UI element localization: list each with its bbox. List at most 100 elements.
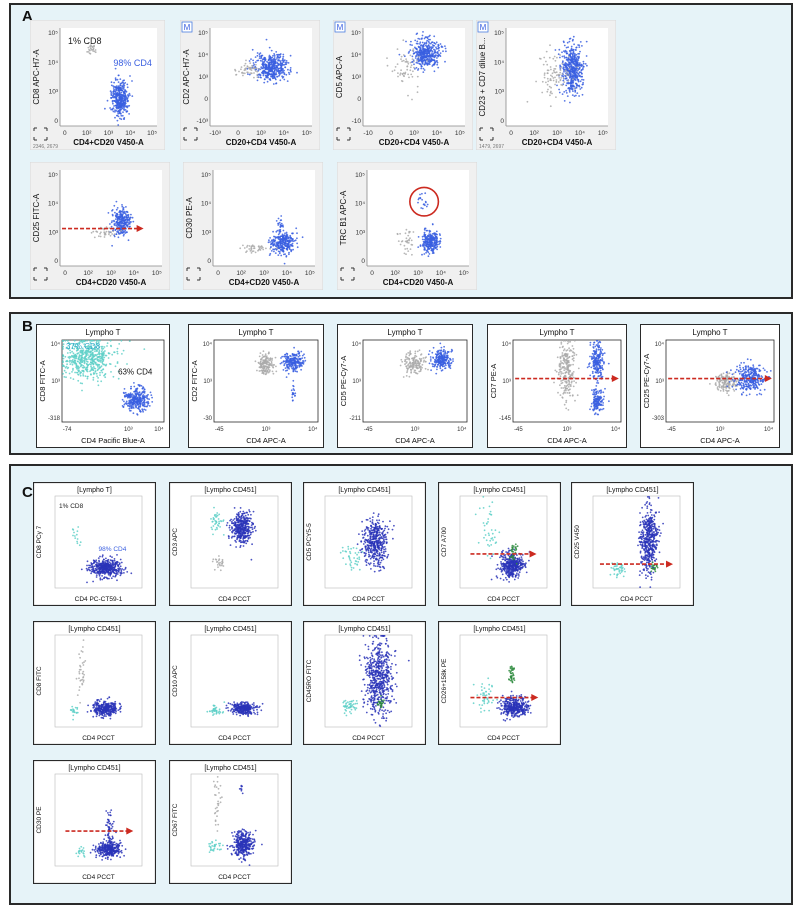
x-tick-label: 10³ [106,270,116,277]
x-tick-label: 10² [83,270,93,277]
cluster-2 [121,382,154,416]
plot-title: [Lympho CD451] [473,626,525,633]
y-tick-label: 0 [54,258,58,265]
x-axis-label: CD4 PCCT [352,735,385,742]
scatter-plot-8: Lympho T -74 10³ 10⁴ -318 10³ 10⁴ CD4 Pacific B… [36,324,170,448]
y-axis-label: CD3 APC [172,528,179,556]
cluster-4 [238,784,244,795]
scatter-plot-18: [Lympho CD451] CD4 PCCT CD8 FITC [33,621,156,745]
event-count: 1479, 2697 [479,144,504,150]
cluster-2 [725,358,772,397]
x-axis-label: CD4+CD20 V450-A [383,278,454,287]
cluster-2 [234,59,261,79]
x-tick-label: 10³ [124,427,133,433]
x-tick-label: 10⁵ [459,270,469,277]
y-axis-label: CD10 APC [172,665,179,697]
cluster-2 [206,701,226,716]
y-axis-label: CD8 FITC [36,666,43,696]
x-axis-label: CD4 PC-CT59-1 [75,596,123,603]
y-tick-label: -303 [652,416,665,422]
plot-title: Lympho T [238,328,273,337]
x-axis-label: CD20+CD4 V450-A [379,138,450,147]
cluster-2 [75,845,86,858]
scatter-points [69,639,122,721]
plot-title: Lympho T [387,328,422,337]
scatter-points [339,512,395,573]
y-tick-label: 0 [500,118,504,125]
y-tick-label: 0 [361,258,365,265]
x-axis-label: CD4 PCCT [218,596,251,603]
plot-title: [Lympho T] [77,487,112,494]
plot-area [367,170,469,266]
y-tick-label: 10⁵ [494,30,504,37]
scatter-plot-16: [Lympho CD451] CD4 PCCT CD7 A700 [438,482,561,606]
y-tick-label: 10⁴ [355,201,365,208]
y-tick-label: 10³ [51,379,60,385]
annotation-cd4: 98% CD4 [99,546,127,553]
scatter-plot-10: Lympho T -45 10³ 10⁴ -211 10³ 10⁴ CD4 APC-A CD5 … [337,324,473,448]
threshold-arrow [668,375,772,383]
y-tick-label: 10⁴ [351,52,361,59]
y-axis-label: CD25 PE-Cy7-A [642,354,651,409]
threshold-arrow [470,550,537,558]
panel-label-a: A [22,8,33,25]
cluster-3 [290,379,297,402]
x-tick-label: 10² [390,270,400,277]
annotation-cd4: 63% CD4 [118,367,153,376]
x-tick-label: 0 [370,270,374,277]
cluster-1 [399,349,429,378]
x-axis-label: CD4 APC-A [700,436,740,445]
cluster-2 [69,705,79,721]
plot-title: [Lympho CD451] [204,765,256,772]
plot-title: [Lympho CD451] [204,487,256,494]
plot-area [213,170,315,266]
x-tick-label: 10² [529,130,539,137]
x-tick-label: 10³ [563,427,572,433]
x-axis-label: CD4 PCCT [82,874,115,881]
x-axis-label: CD4 PCCT [352,596,385,603]
x-tick-label: 10⁴ [279,130,289,137]
scatter-plot-11: Lympho T -45 10³ 10⁴ -145 10³ 10⁴ CD4 APC-A CD7 … [487,324,627,448]
x-axis-label: CD4 APC-A [246,436,286,445]
x-axis-label: CD4+CD20 V450-A [73,138,144,147]
threshold-arrow [599,560,674,568]
x-tick-label: 10⁵ [305,270,315,277]
scatter-points [239,215,304,265]
plot-area [54,634,143,728]
scatter-points [474,496,531,583]
scatter-plot-6: 0 10² 10³ 10⁴ 10⁵ 0 10³ 10⁴ 10⁵ CD4+CD20 V450-A CD… [183,162,323,290]
x-tick-label: 10⁵ [302,130,312,137]
x-tick-label: 10⁴ [125,130,135,137]
scatter-plot-5: 0 10² 10³ 10⁴ 10⁵ 0 10³ 10⁴ 10⁵ CD4+CD20 V450-A CD… [30,162,170,290]
scatter-points [206,701,264,718]
x-tick-label: -45 [667,427,676,433]
plot-title: [Lympho CD451] [338,487,390,494]
plot-frame [438,621,561,745]
y-axis-label: CD67 FITC [172,803,179,836]
plot-area [459,495,548,589]
scatter-plot-19: [Lympho CD451] CD4 PCCT CD10 APC [169,621,292,745]
x-axis-label: CD4 PCCT [218,874,251,881]
marker-badge: M [334,21,346,33]
cluster-3 [211,555,225,572]
cluster-1 [107,200,135,247]
y-tick-label: 10³ [655,379,664,385]
scatter-points [399,342,454,378]
cluster-2 [342,699,359,717]
scatter-points [254,346,307,402]
y-axis-label: CD23 + CD7 dilue B... [478,38,487,117]
cluster-2 [208,839,224,853]
cluster-3 [508,665,516,684]
gate-icon [186,267,201,281]
x-tick-label: 10⁴ [764,426,774,433]
plot-frame [169,621,292,745]
y-tick-label: 10⁵ [201,172,211,179]
plot-area [363,28,465,126]
x-tick-label: 10⁴ [308,426,318,433]
y-tick-label: 10⁴ [502,341,512,348]
cluster-1 [80,554,133,584]
gate-icon [479,127,494,141]
cluster-3 [275,215,284,236]
cluster-3 [212,776,223,832]
